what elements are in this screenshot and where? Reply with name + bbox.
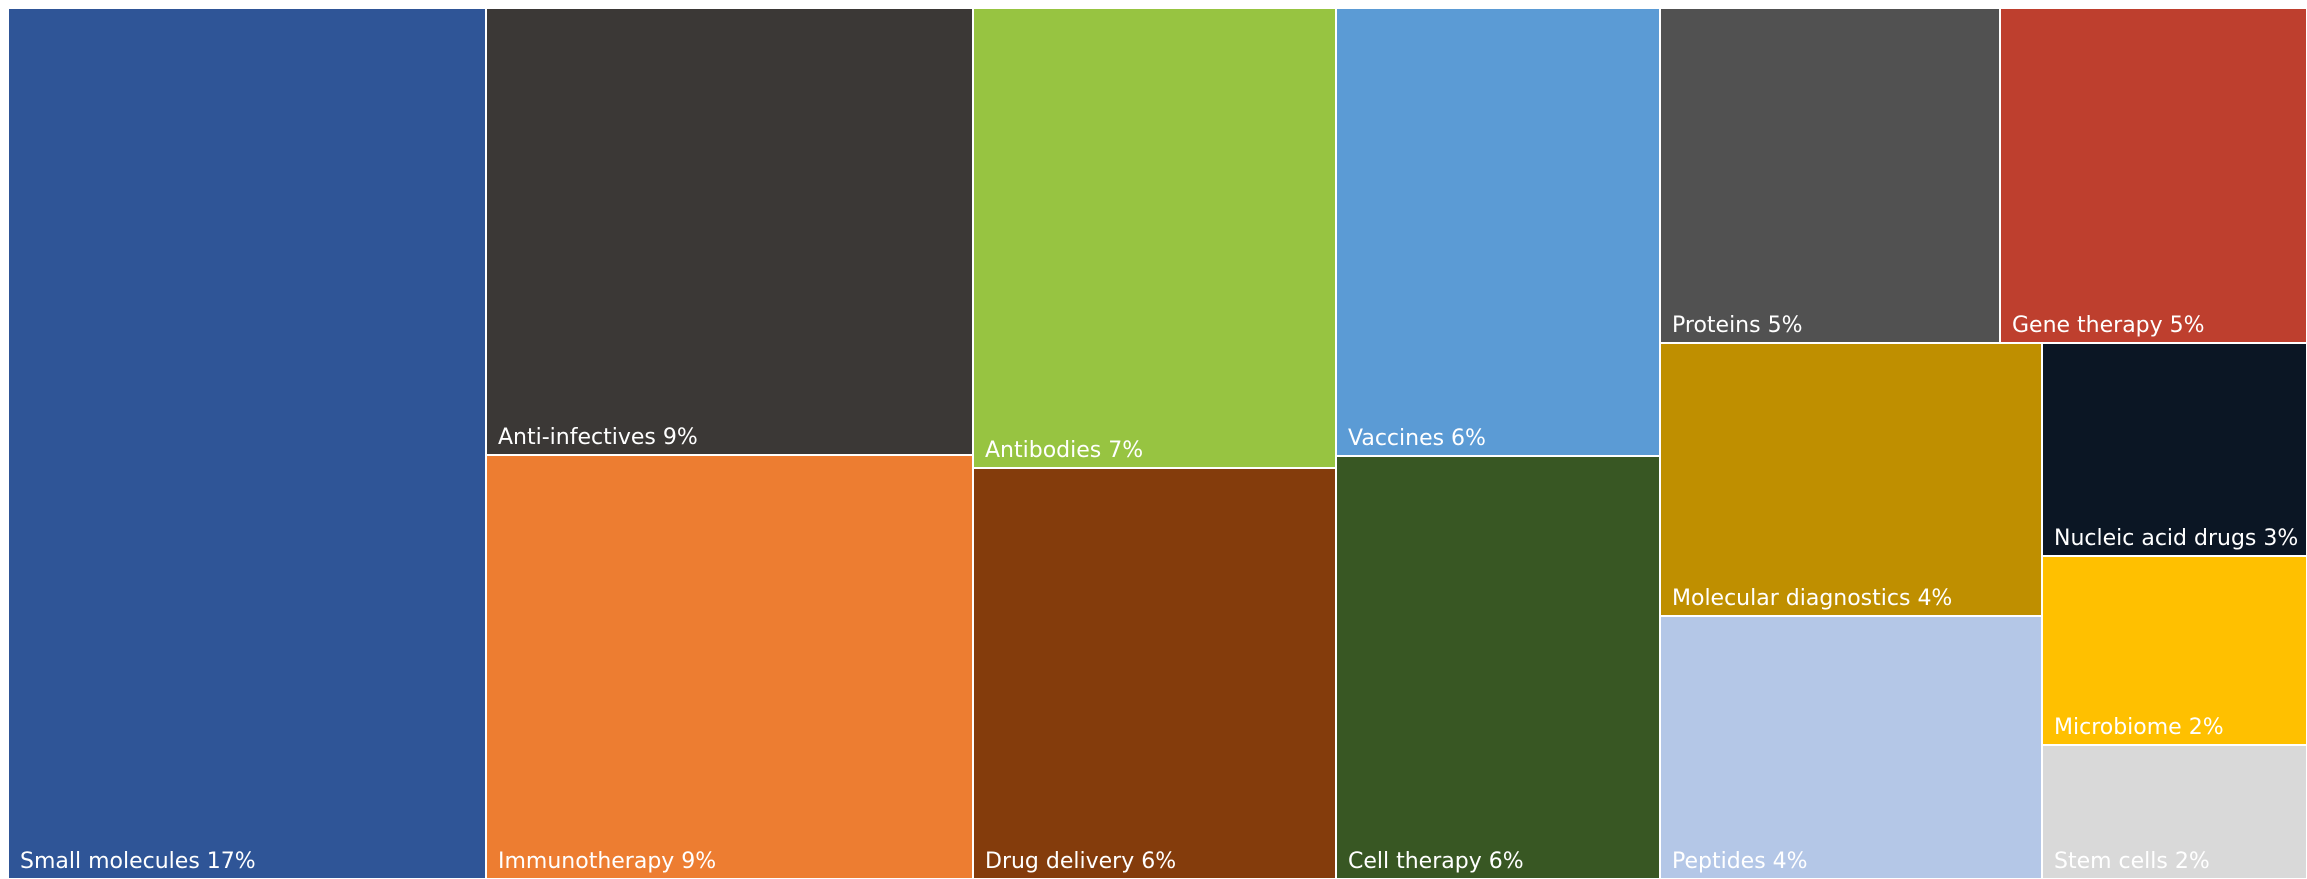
tile-stem-cells: Stem cells 2%: [2041, 744, 2307, 879]
tile-peptides: Peptides 4%: [1659, 615, 2043, 879]
tile-rect-drug-delivery: [972, 467, 1337, 879]
tile-label-anti-infectives: Anti-infectives 9%: [498, 425, 698, 450]
tile-small-molecules: Small molecules 17%: [7, 7, 487, 879]
tile-vaccines: Vaccines 6%: [1335, 7, 1661, 457]
tile-drug-delivery: Drug delivery 6%: [972, 467, 1337, 879]
tile-label-immunotherapy: Immunotherapy 9%: [498, 849, 716, 874]
tile-rect-stem-cells: [2041, 744, 2307, 879]
tile-rect-small-molecules: [7, 7, 487, 879]
tile-rect-gene-therapy: [1999, 7, 2307, 344]
tile-label-antibodies: Antibodies 7%: [985, 438, 1143, 463]
tile-microbiome: Microbiome 2%: [2041, 555, 2307, 746]
tile-immunotherapy: Immunotherapy 9%: [485, 454, 974, 879]
tile-label-gene-therapy: Gene therapy 5%: [2012, 313, 2205, 338]
tile-label-vaccines: Vaccines 6%: [1348, 426, 1486, 451]
tile-label-molecular-diagnostics: Molecular diagnostics 4%: [1672, 586, 1952, 611]
tile-rect-anti-infectives: [485, 7, 974, 456]
tile-rect-antibodies: [972, 7, 1337, 469]
tile-label-cell-therapy: Cell therapy 6%: [1348, 849, 1524, 874]
tile-label-stem-cells: Stem cells 2%: [2054, 849, 2210, 874]
tile-rect-molecular-diagnostics: [1659, 342, 2043, 617]
tile-label-small-molecules: Small molecules 17%: [20, 849, 256, 874]
tile-gene-therapy: Gene therapy 5%: [1999, 7, 2307, 344]
tile-rect-vaccines: [1335, 7, 1661, 457]
tile-label-drug-delivery: Drug delivery 6%: [985, 849, 1176, 874]
tile-cell-therapy: Cell therapy 6%: [1335, 455, 1661, 879]
tile-label-peptides: Peptides 4%: [1672, 849, 1808, 874]
tile-rect-proteins: [1659, 7, 2001, 344]
tile-label-nucleic-acid-drugs: Nucleic acid drugs 3%: [2054, 526, 2298, 551]
tile-proteins: Proteins 5%: [1659, 7, 2001, 344]
tile-nucleic-acid-drugs: Nucleic acid drugs 3%: [2041, 342, 2307, 557]
tile-molecular-diagnostics: Molecular diagnostics 4%: [1659, 342, 2043, 617]
tile-rect-microbiome: [2041, 555, 2307, 746]
tile-rect-nucleic-acid-drugs: [2041, 342, 2307, 557]
tile-antibodies: Antibodies 7%: [972, 7, 1337, 469]
tile-rect-cell-therapy: [1335, 455, 1661, 879]
tile-rect-immunotherapy: [485, 454, 974, 879]
tile-label-microbiome: Microbiome 2%: [2054, 715, 2224, 740]
tile-rect-peptides: [1659, 615, 2043, 879]
tile-label-proteins: Proteins 5%: [1672, 313, 1802, 338]
tile-anti-infectives: Anti-infectives 9%: [485, 7, 974, 456]
